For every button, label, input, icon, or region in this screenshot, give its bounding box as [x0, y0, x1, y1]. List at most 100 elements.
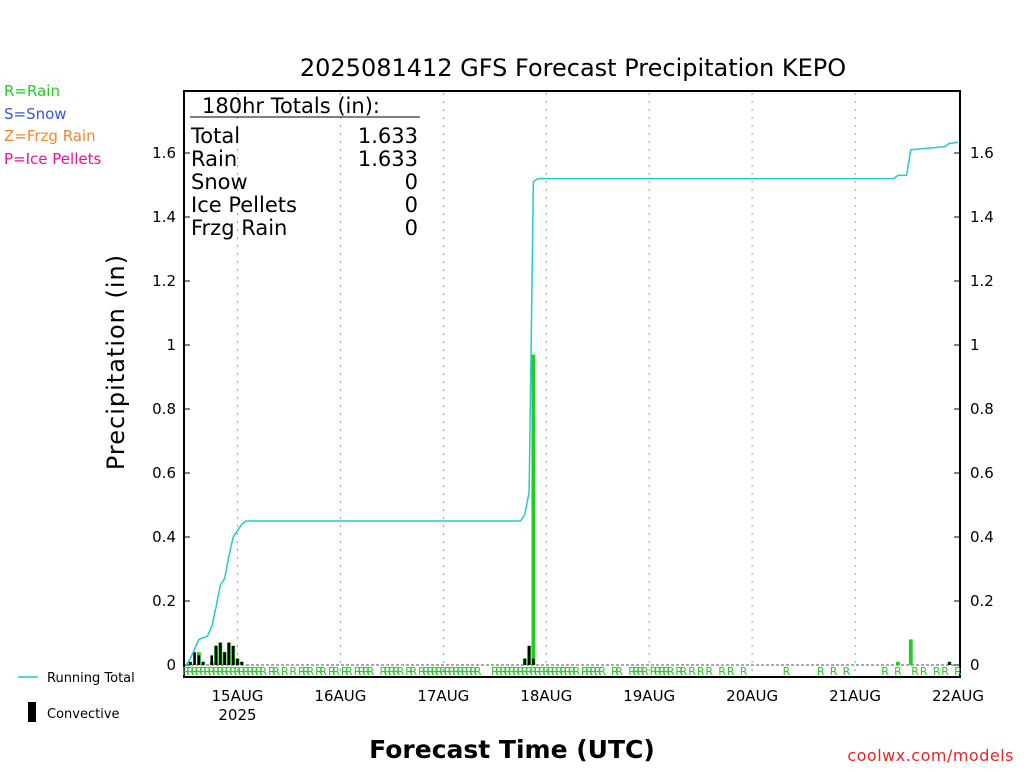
legend-snow: S=Snow	[4, 105, 67, 123]
ptype-marker: R	[440, 665, 448, 678]
convective-bar	[197, 655, 201, 665]
ptype-marker: R	[319, 665, 327, 678]
ptype-marker: R	[259, 665, 267, 678]
y-axis-ticks: 0 00.2 0.20.4 0.40.6 0.60.8 0.81 11.2 1.21.4 1.4…	[152, 144, 994, 674]
ptype-marker: R	[461, 665, 469, 678]
convective-bar	[223, 652, 226, 665]
convective-swatch	[28, 702, 36, 722]
ptype-marker: R	[225, 665, 233, 678]
ptype-marker: R	[474, 665, 482, 678]
ptype-marker: R	[216, 665, 224, 678]
ptype-marker: R	[641, 665, 649, 678]
ptype-marker: R	[637, 665, 645, 678]
ptype-marker: R	[650, 665, 658, 678]
ptype-marker: R	[298, 665, 306, 678]
ptype-marker: R	[268, 665, 276, 678]
ptype-marker: R	[633, 665, 641, 678]
ptype-marker: R	[234, 665, 242, 678]
convective-bar	[201, 661, 205, 665]
ptype-marker: R	[332, 665, 340, 678]
ptype-marker: R	[542, 665, 550, 678]
totals-header: 180hr Totals (in):	[202, 94, 380, 118]
precip-bar	[531, 354, 536, 665]
ptype-marker: R	[572, 665, 580, 678]
totals-value-rain: 1.633	[358, 147, 418, 171]
legend-ice-pellets: P=Ice Pellets	[4, 150, 101, 168]
x-tick-label: 16AUG	[314, 687, 366, 705]
ptype-marker: R	[830, 665, 838, 678]
totals-label-frzg-rain: Frzg Rain	[191, 216, 287, 240]
ptype-marker: R	[465, 665, 473, 678]
totals-label-total: Total	[190, 124, 240, 148]
convective-bar	[214, 645, 218, 665]
totals-value-snow: 0	[405, 170, 418, 194]
y-tick-label-right: 1	[970, 336, 980, 354]
ptype-marker: R	[251, 665, 259, 678]
ptype-marker: R	[727, 665, 735, 678]
ptype-marker: R	[186, 665, 194, 678]
ptype-marker: R	[508, 665, 516, 678]
ptype-marker: R	[491, 665, 499, 678]
ptype-marker: R	[933, 665, 941, 678]
ptype-marker: R	[555, 665, 563, 678]
y-tick-label-right: 0	[970, 656, 980, 674]
ptype-marker: R	[547, 665, 555, 678]
ptype-marker: R	[341, 665, 349, 678]
ptype-marker: R	[367, 665, 375, 678]
convective-bar	[231, 645, 235, 665]
ptype-marker: R	[208, 665, 216, 678]
ptype-marker: R	[667, 665, 675, 678]
convective-bar	[189, 661, 192, 665]
ptype-marker: R	[894, 665, 902, 678]
ptype-marker: R	[654, 665, 662, 678]
y-tick-label-left: 0.6	[152, 464, 176, 482]
ptype-marker: R	[538, 665, 546, 678]
ptype-marker: R	[517, 665, 525, 678]
ptype-marker: R	[783, 665, 791, 678]
ptype-marker: R	[504, 665, 512, 678]
ptype-marker: R	[560, 665, 568, 678]
ptype-marker: R	[470, 665, 478, 678]
ptype-marker: R	[388, 665, 396, 678]
convective-bar	[227, 642, 231, 665]
ptype-marker: R	[675, 665, 683, 678]
ptype-marker: R	[409, 665, 417, 678]
ptype-marker: R	[272, 665, 280, 678]
ptype-marker: R	[191, 665, 199, 678]
ptype-marker: R	[817, 665, 825, 678]
y-tick-label-left: 1.6	[152, 144, 176, 162]
convective-bar	[523, 658, 527, 665]
y-tick-label-left: 0.2	[152, 592, 176, 610]
ptype-marker: R	[551, 665, 559, 678]
ptype-marker: R	[530, 665, 538, 678]
ptype-marker: R	[615, 665, 623, 678]
ptype-marker: R	[697, 665, 705, 678]
ptype-marker: R	[521, 665, 529, 678]
ptype-marker: R	[182, 665, 190, 678]
ptype-marker: R	[740, 665, 748, 678]
ptype-marker: R	[525, 665, 533, 678]
plot-frame	[183, 90, 961, 678]
x-tick-sublabel: 2025	[218, 706, 256, 724]
convective-legend-label: Convective	[47, 707, 120, 722]
convective-bar	[532, 658, 535, 665]
running-total-legend-label: Running Total	[47, 671, 135, 686]
totals-value-total: 1.633	[358, 124, 418, 148]
x-axis-label: Forecast Time (UTC)	[369, 735, 655, 764]
grid-lines	[186, 93, 958, 675]
ptype-marker: R	[431, 665, 439, 678]
y-axis-label: Precipitation (in)	[102, 254, 130, 470]
y-tick-label-left: 0.4	[152, 528, 176, 546]
y-tick-label-right: 1.6	[970, 144, 994, 162]
x-tick-label: 20AUG	[726, 687, 778, 705]
ptype-marker: R	[242, 665, 250, 678]
precip-bars	[188, 354, 952, 665]
ptype-marker: R	[281, 665, 289, 678]
y-tick-label-left: 1.4	[152, 208, 176, 226]
ptype-marker: R	[500, 665, 508, 678]
ptype-marker: R	[435, 665, 443, 678]
totals-value-frzg-rain: 0	[405, 216, 418, 240]
ptype-marker: R	[229, 665, 237, 678]
